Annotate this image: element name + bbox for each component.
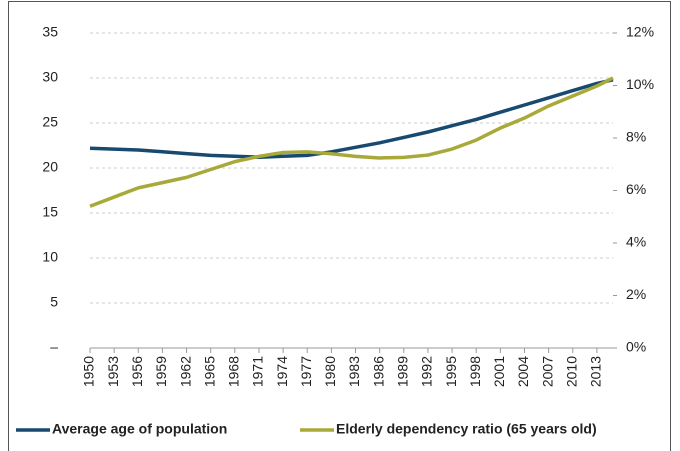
x-tick-label: 1950 bbox=[81, 356, 97, 387]
x-tick-label: 1983 bbox=[346, 356, 362, 387]
x-tick-label: 1962 bbox=[177, 356, 193, 387]
y2-tick-label: 2% bbox=[626, 286, 646, 302]
x-tick-label: 1998 bbox=[467, 356, 483, 387]
x-tick-label: 1953 bbox=[105, 356, 121, 387]
x-tick-label: 2007 bbox=[539, 356, 555, 387]
y2-tick-label: 4% bbox=[626, 234, 646, 250]
series-line bbox=[89, 76, 614, 208]
x-tick-label: 2010 bbox=[563, 356, 579, 387]
x-tick-label: 1986 bbox=[370, 356, 386, 387]
x-tick-label: 2001 bbox=[491, 356, 507, 387]
x-tick-label: 1989 bbox=[395, 356, 411, 387]
legend-label: Elderly dependency ratio (65 years old) bbox=[336, 421, 597, 437]
x-tick-label: 1965 bbox=[201, 356, 217, 387]
x-tick-label: 2013 bbox=[588, 356, 604, 387]
legend-label: Average age of population bbox=[52, 421, 227, 437]
x-tick-label: 1995 bbox=[443, 356, 459, 387]
y-tick-label: 15 bbox=[42, 204, 58, 220]
y-tick-label: 10 bbox=[42, 249, 58, 265]
x-tick-label: 1956 bbox=[129, 356, 145, 387]
series-line bbox=[89, 78, 614, 159]
y2-tick-label: 10% bbox=[626, 76, 654, 92]
y-tick-label: 30 bbox=[42, 69, 58, 85]
x-tick-label: 1971 bbox=[250, 356, 266, 387]
y-tick-label: 5 bbox=[50, 294, 58, 310]
x-tick-label: 1977 bbox=[298, 356, 314, 387]
y-tick-label: – bbox=[50, 339, 58, 355]
x-tick-label: 1959 bbox=[153, 356, 169, 387]
x-tick-label: 1980 bbox=[322, 356, 338, 387]
x-tick-label: 1992 bbox=[419, 356, 435, 387]
y2-tick-label: 0% bbox=[626, 339, 646, 355]
y-tick-label: 20 bbox=[42, 159, 58, 175]
y2-tick-label: 12% bbox=[626, 24, 654, 40]
frame bbox=[8, 1, 671, 451]
x-tick-label: 1974 bbox=[274, 356, 290, 387]
x-tick-label: 1968 bbox=[226, 356, 242, 387]
y-tick-label: 25 bbox=[42, 114, 58, 130]
y2-tick-label: 8% bbox=[626, 129, 646, 145]
y2-tick-label: 6% bbox=[626, 181, 646, 197]
x-tick-label: 2004 bbox=[515, 356, 531, 387]
y-tick-label: 35 bbox=[42, 24, 58, 40]
